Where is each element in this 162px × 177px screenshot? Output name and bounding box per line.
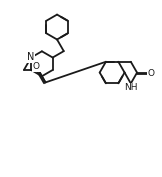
Text: O: O — [33, 62, 40, 71]
Text: NH: NH — [124, 83, 138, 92]
Text: N: N — [27, 52, 34, 62]
Text: O: O — [148, 68, 155, 78]
